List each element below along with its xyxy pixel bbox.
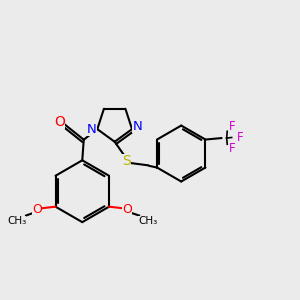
Text: O: O	[54, 115, 65, 129]
Text: F: F	[229, 142, 235, 155]
Text: O: O	[122, 203, 132, 216]
Text: N: N	[87, 123, 97, 136]
Text: CH₃: CH₃	[7, 216, 26, 226]
Text: O: O	[32, 203, 42, 216]
Text: F: F	[237, 131, 244, 144]
Text: N: N	[133, 120, 142, 133]
Text: CH₃: CH₃	[138, 216, 158, 226]
Text: F: F	[229, 120, 236, 134]
Text: S: S	[122, 154, 131, 168]
